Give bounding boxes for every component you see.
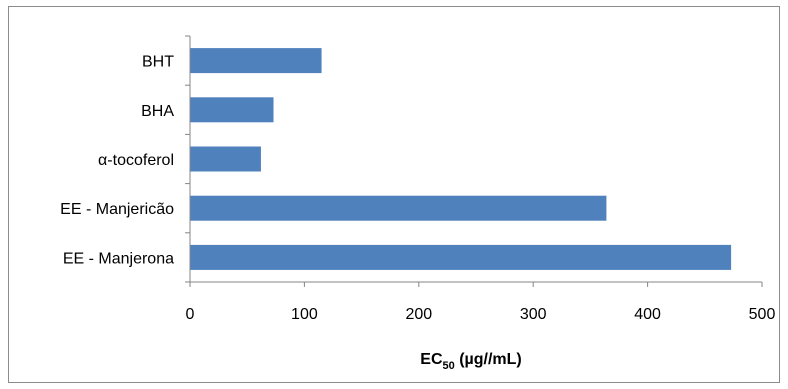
bar-2 [190, 146, 261, 172]
category-label: α-tocoferol [98, 152, 174, 169]
x-axis-label: EC50 (µg//mL) [420, 351, 521, 372]
category-labels: BHT BHA α-tocoferol EE - Manjericão EE - Man… [60, 54, 174, 268]
x-tick-label: 300 [520, 306, 547, 323]
x-tick-label: 100 [291, 306, 318, 323]
category-label: BHA [141, 103, 174, 120]
x-axis-label-units: (µg//mL) [455, 351, 522, 368]
chart-frame [8, 6, 780, 383]
x-axis-label-subscript: 50 [443, 360, 455, 372]
bar-1 [190, 97, 274, 123]
bars-group [190, 48, 732, 270]
x-axis-label-main: EC [420, 351, 443, 368]
x-tick-label: 500 [749, 306, 776, 323]
axes-group [185, 35, 763, 287]
category-label: EE - Manjerona [63, 250, 174, 267]
x-tick-label: 400 [634, 306, 661, 323]
bar-4 [190, 244, 732, 270]
x-tick-label: 0 [186, 306, 195, 323]
x-tick-label: 200 [405, 306, 432, 323]
category-label: BHT [142, 54, 174, 71]
category-label: EE - Manjericão [60, 201, 174, 218]
bar-0 [190, 48, 322, 74]
x-tick-labels: 0 100 200 300 400 500 [186, 306, 776, 323]
bar-3 [190, 195, 607, 221]
